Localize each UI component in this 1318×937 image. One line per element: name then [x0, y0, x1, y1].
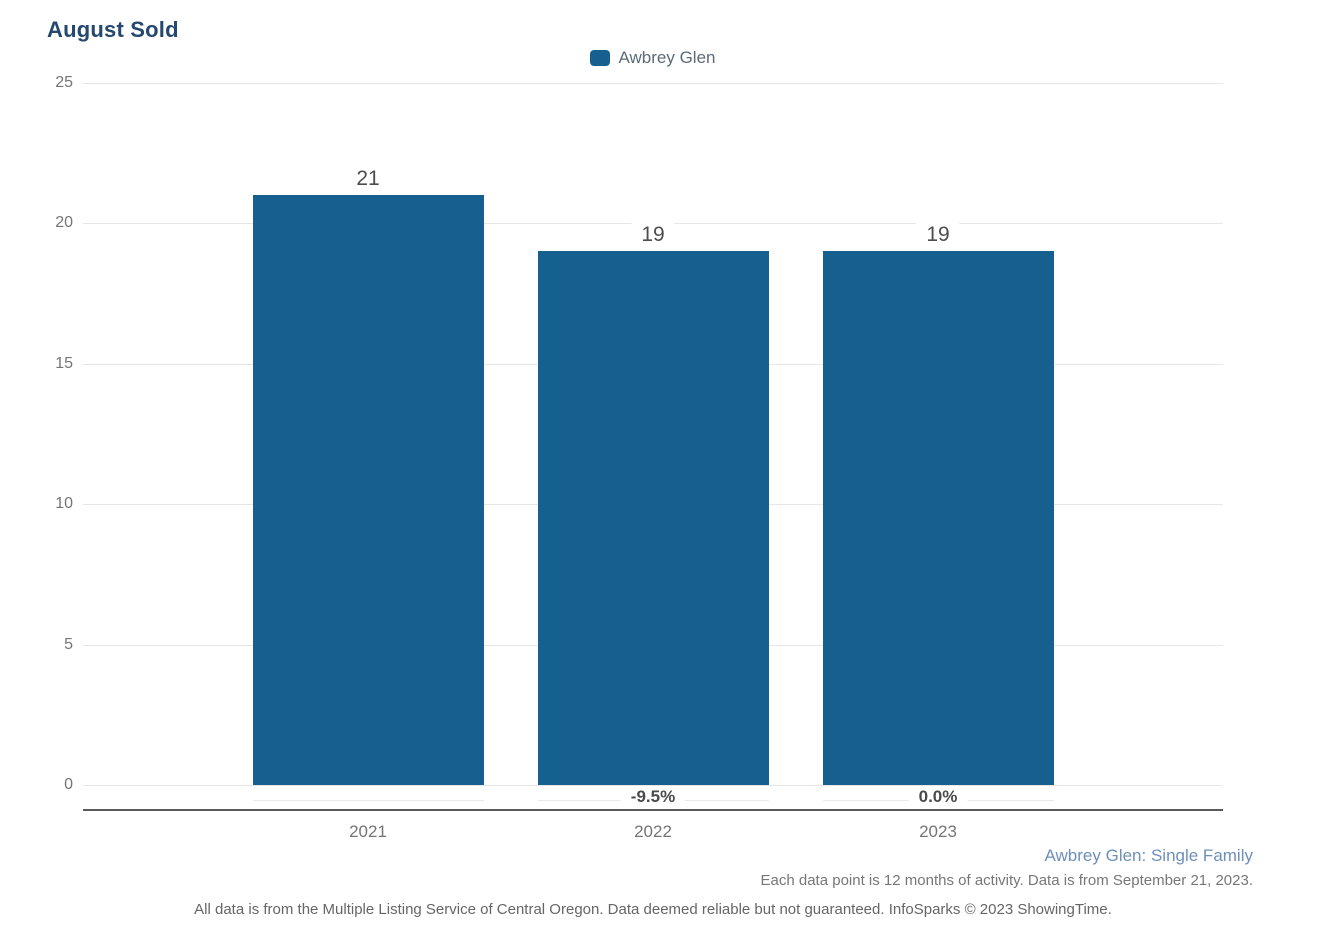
- x-axis-label-2023: 2023: [919, 822, 957, 841]
- y-tick-label-10: 10: [55, 495, 73, 513]
- chart-footnotes: Awbrey Glen: Single Family Each data poi…: [761, 846, 1253, 889]
- y-tick-label-20: 20: [55, 214, 73, 232]
- bar-value-label-2022: 19: [631, 222, 675, 249]
- bar-2022[interactable]: [537, 251, 769, 785]
- y-tick-label-15: 15: [55, 354, 73, 372]
- gridline-0: [83, 785, 1223, 786]
- bar-2021[interactable]: [252, 195, 484, 785]
- legend-swatch-icon[interactable]: [590, 50, 611, 66]
- pct-change-label-2022: -9.5%: [620, 787, 686, 807]
- bar-value-label-2023: 19: [916, 222, 960, 249]
- legend-label[interactable]: Awbrey Glen: [618, 48, 716, 67]
- x-axis-label-2022: 2022: [634, 822, 672, 841]
- disclaimer: All data is from the Multiple Listing Se…: [194, 901, 1112, 918]
- y-tick-label-5: 5: [64, 635, 73, 653]
- x-axis-label-2021: 2021: [349, 822, 387, 841]
- pct-change-label-2023: 0.0%: [908, 787, 968, 807]
- bar-value-label-2021: 21: [346, 166, 390, 193]
- y-tick-label-0: 0: [64, 776, 73, 793]
- data-period-note: Each data point is 12 months of activity…: [760, 872, 1253, 889]
- bar-2023[interactable]: [822, 251, 1054, 785]
- bar-baseline-2021: [252, 800, 484, 801]
- y-tick-label-25: 25: [55, 74, 73, 91]
- x-axis-line: [83, 809, 1223, 811]
- chart-title: August Sold: [47, 17, 179, 42]
- gridline-25: [83, 83, 1223, 84]
- series-descriptor: Awbrey Glen: Single Family: [1044, 846, 1254, 865]
- legend: Awbrey Glen: [83, 47, 1223, 69]
